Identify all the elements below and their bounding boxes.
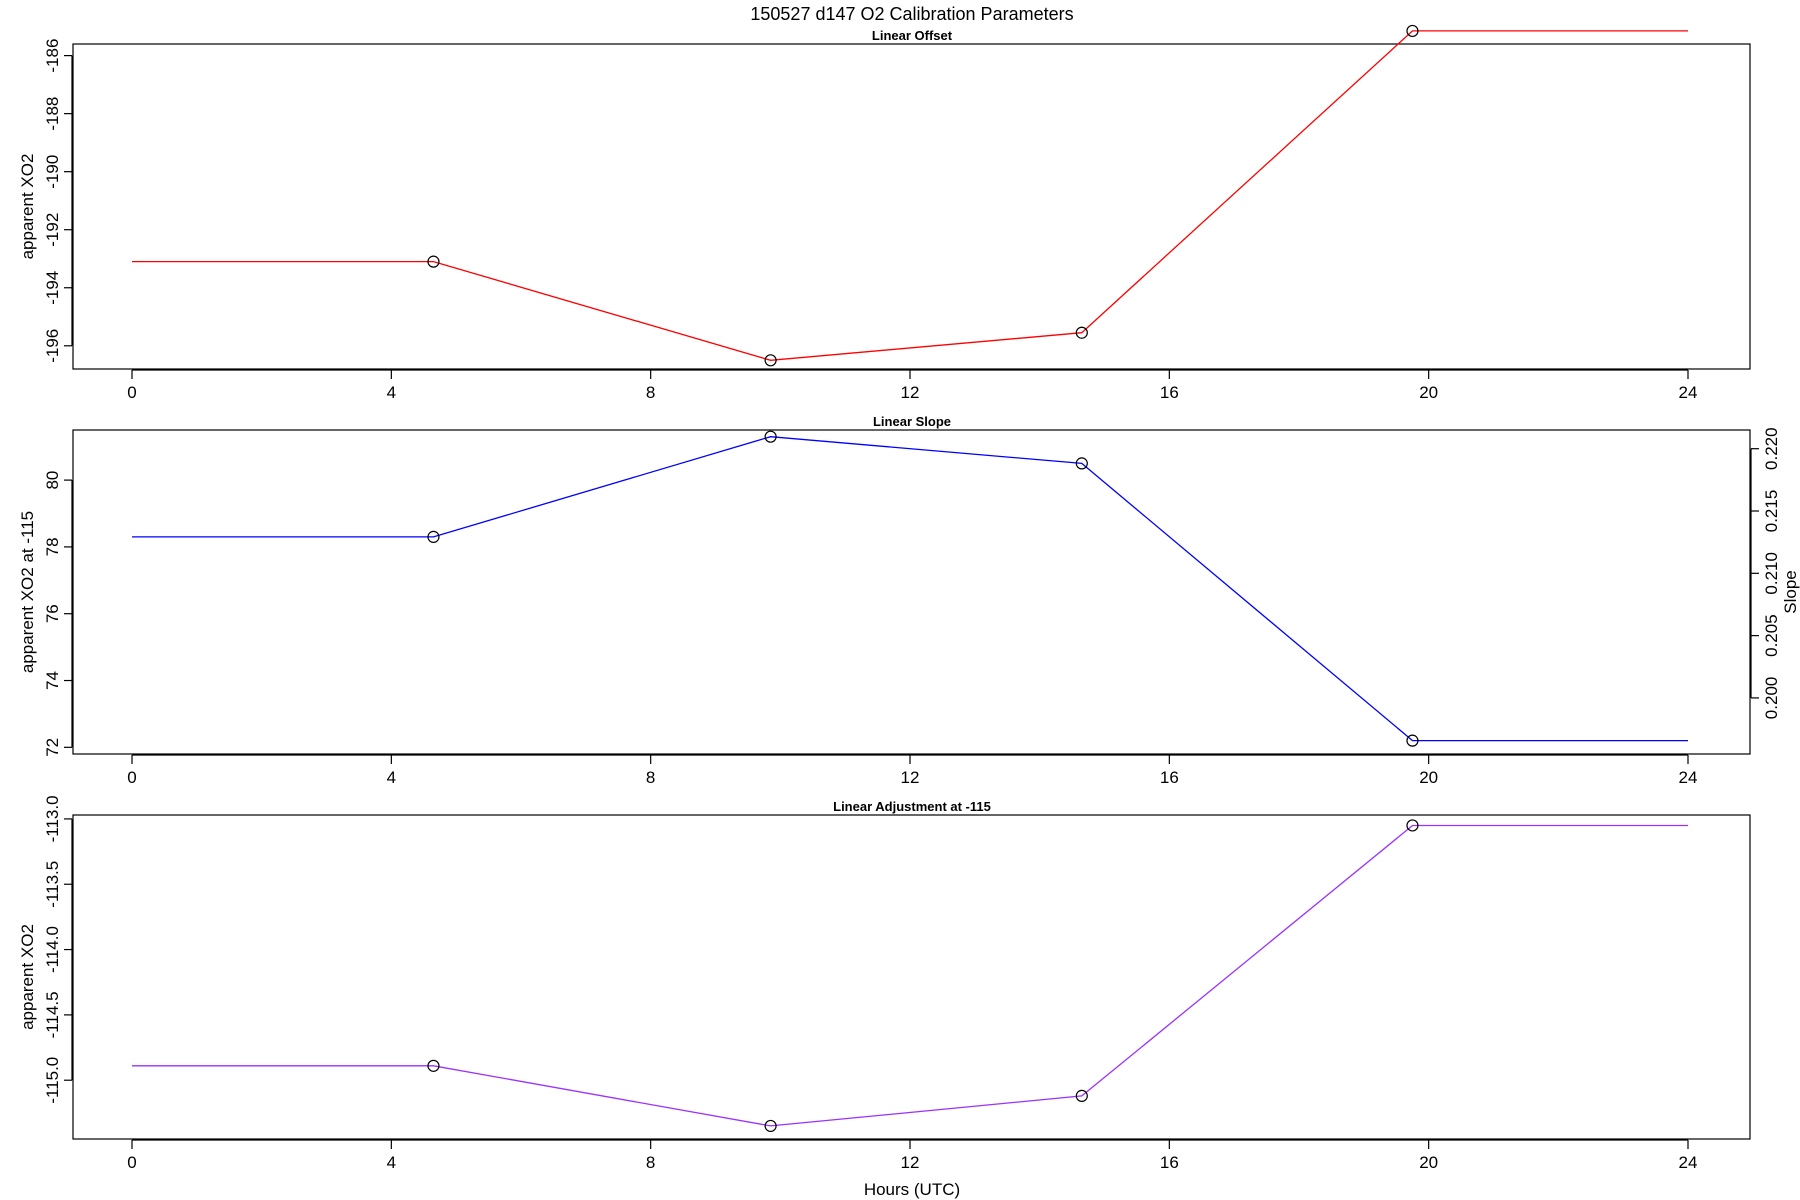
series-line [132, 824, 1688, 1127]
data-point [764, 1119, 777, 1133]
series-line [132, 30, 1688, 361]
right-y-tick-label: 0.205 [1762, 614, 1781, 657]
data-point [764, 430, 777, 443]
y-tick-label: -114.0 [43, 926, 62, 973]
x-tick-label: 12 [901, 768, 920, 787]
y-tick-label: -190 [43, 155, 62, 189]
panel-title: Linear Offset [872, 28, 953, 43]
data-point [764, 354, 777, 367]
data-point [427, 530, 440, 543]
data-point [1406, 819, 1419, 832]
x-axis-label: Hours (UTC) [864, 1180, 960, 1199]
x-tick-label: 8 [646, 768, 655, 787]
data-point [1075, 326, 1088, 339]
data-point [1406, 24, 1419, 38]
right-y-axis-label: Slope [1781, 570, 1800, 613]
x-tick-label: 24 [1679, 1153, 1698, 1172]
y-tick-label: -194 [43, 271, 62, 305]
data-point [1075, 457, 1088, 470]
series-line [132, 436, 1688, 742]
x-tick-label: 16 [1160, 768, 1179, 787]
right-y-tick-label: 0.220 [1762, 427, 1781, 470]
x-tick-label: 0 [127, 768, 136, 787]
x-tick-label: 24 [1679, 768, 1698, 787]
data-point [1075, 1089, 1088, 1102]
data-point [1406, 734, 1419, 747]
figure-title: 150527 d147 O2 Calibration Parameters [750, 4, 1073, 24]
x-tick-label: 0 [127, 383, 136, 402]
right-y-tick-label: 0.215 [1762, 490, 1781, 533]
y-tick-label: 74 [43, 671, 62, 690]
x-tick-label: 4 [387, 768, 396, 787]
y-tick-label: -196 [43, 329, 62, 363]
y-tick-label: -114.5 [43, 991, 62, 1038]
x-tick-label: 4 [387, 1153, 396, 1172]
data-point [427, 1059, 440, 1072]
panel-3: Linear Adjustment at -115 0 4 8 12 16 20 24 -115… [18, 795, 1751, 1199]
y-tick-label: 72 [43, 738, 62, 757]
x-tick-label: 8 [646, 1153, 655, 1172]
plot-frame [72, 43, 1751, 370]
y-tick-label: 80 [43, 471, 62, 490]
x-tick-label: 20 [1419, 1153, 1438, 1172]
y-tick-label: -186 [43, 39, 62, 73]
y-axis-label: apparent XO2 [18, 154, 37, 260]
y-tick-label: 76 [43, 604, 62, 623]
y-tick-label: -188 [43, 97, 62, 131]
x-tick-label: 24 [1679, 383, 1698, 402]
x-tick-label: 16 [1160, 383, 1179, 402]
y-tick-label: -113.0 [43, 795, 62, 842]
panels: Linear Offset 0 4 8 12 16 20 24 -196 -194 -192 -190… [18, 24, 1800, 1199]
y-axis-label: apparent XO2 [18, 924, 37, 1030]
x-tick-label: 20 [1419, 768, 1438, 787]
x-tick-label: 8 [646, 383, 655, 402]
data-point [427, 255, 440, 268]
plot-frame [72, 429, 1751, 755]
x-tick-label: 0 [127, 1153, 136, 1172]
x-tick-label: 12 [901, 1153, 920, 1172]
x-tick-label: 12 [901, 383, 920, 402]
panel-1: Linear Offset 0 4 8 12 16 20 24 -196 -194 -192 -190… [18, 24, 1751, 402]
y-axis-label: apparent XO2 at -115 [18, 511, 37, 673]
right-y-tick-label: 0.200 [1762, 677, 1781, 720]
y-tick-label: -115.0 [43, 1057, 62, 1104]
x-tick-label: 16 [1160, 1153, 1179, 1172]
x-tick-label: 20 [1419, 383, 1438, 402]
y-tick-label: -113.5 [43, 861, 62, 908]
panel-title: Linear Slope [873, 414, 951, 429]
panel-title: Linear Adjustment at -115 [833, 799, 991, 814]
y-tick-label: 78 [43, 537, 62, 556]
plot-frame [72, 814, 1751, 1140]
right-y-tick-label: 0.210 [1762, 552, 1781, 595]
y-tick-label: -192 [43, 213, 62, 247]
x-tick-label: 4 [387, 383, 396, 402]
panel-2: Linear Slope 0 4 8 12 16 20 24 72 74 76 78 80 apparen… [18, 414, 1800, 787]
